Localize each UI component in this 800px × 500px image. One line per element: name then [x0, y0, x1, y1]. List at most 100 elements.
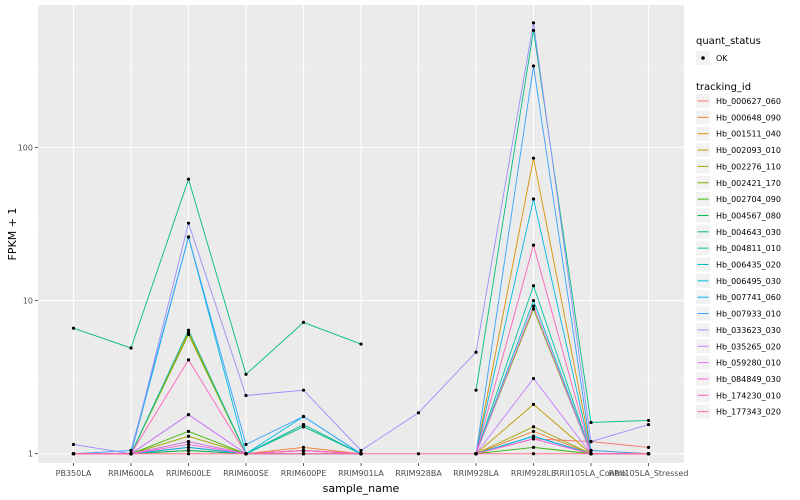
series-line-hb-007933-010: [475, 65, 649, 455]
data-point-hb-004643-030: [531, 28, 536, 33]
legend-label-hb-000648-090: Hb_000648_090: [716, 113, 781, 122]
data-point-hb-177343-020: [416, 452, 421, 456]
data-point-hb-002704-090: [186, 429, 191, 433]
legend-label-ok: OK: [716, 54, 728, 63]
data-point-hb-007933-010: [589, 448, 593, 453]
x-axis: PB350LA RRIM600LA RRIM600LE RRIM600SE RRIM60…: [56, 463, 689, 478]
data-point-hb-033623-030: [244, 393, 248, 398]
data-point-hb-033623-030: [416, 411, 421, 415]
x-tick-label: RRIM600LE: [166, 469, 211, 478]
x-tick-label: RRIM600LA: [108, 469, 154, 478]
x-tick-label: RRIM928LE: [511, 469, 556, 478]
legend-quant-status: OK: [696, 51, 728, 65]
data-point-hb-177343-020: [531, 452, 536, 456]
data-point-hb-033623-030: [646, 422, 651, 427]
legend-label-hb-004811-010: Hb_004811_010: [716, 244, 781, 253]
data-point-hb-177343-020: [301, 452, 306, 456]
data-point-hb-004643-030: [301, 320, 306, 325]
series-lines: [73, 22, 649, 455]
data-point-hb-059280-010: [531, 304, 536, 308]
data-point-hb-007933-010: [244, 442, 248, 447]
data-point-hb-007741-060: [186, 445, 191, 449]
data-point-hb-006495-030: [531, 197, 536, 201]
data-point-hb-004643-030: [589, 420, 593, 425]
data-point-hb-033623-030: [589, 440, 593, 444]
grid-lines: [38, 5, 684, 463]
data-point-hb-006435-020: [301, 422, 306, 427]
data-point-hb-004643-030: [186, 177, 191, 181]
x-tick-label: RRIM600PE: [281, 469, 327, 478]
data-point-hb-004643-030: [646, 418, 651, 423]
series-line-hb-004643-030: [475, 30, 649, 423]
data-point-hb-004643-030: [129, 346, 133, 350]
legend-tracking-id: Hb_000627_060 Hb_000648_090 Hb_001511_040 H…: [696, 94, 781, 419]
data-point-hb-006435-020: [531, 298, 536, 303]
legend-label-hb-177343-020: Hb_177343_020: [716, 408, 781, 417]
legend-label-hb-002704-090: Hb_002704_090: [716, 195, 781, 204]
data-point-hb-002421-170: [531, 307, 536, 311]
data-point-hb-033623-030: [71, 442, 76, 447]
data-point-hb-004643-030: [71, 326, 76, 330]
x-tick-label: RRII105LA_Control: [554, 469, 628, 478]
legend-label-hb-004643-030: Hb_004643_030: [716, 228, 781, 237]
legend-label-hb-002276-110: Hb_002276_110: [716, 162, 781, 171]
legend: quant_status OK tracking_id Hb_000627_06…: [696, 36, 781, 419]
data-point-hb-004567-080: [186, 448, 191, 453]
data-points: [71, 21, 651, 456]
data-point-hb-002704-090: [531, 445, 536, 449]
data-point-hb-033623-030: [186, 221, 191, 225]
y-tick-label: 100: [18, 143, 33, 152]
data-point-hb-177343-020: [474, 452, 478, 456]
x-tick-label: RRIM600SE: [223, 469, 269, 478]
data-point-hb-033623-030: [301, 388, 306, 392]
data-point-hb-007933-010: [531, 64, 536, 68]
data-point-hb-004811-010: [531, 284, 536, 288]
data-point-hb-004643-030: [474, 388, 478, 392]
y-tick-label: 1: [28, 450, 33, 459]
legend-title-tracking-id: tracking_id: [696, 82, 751, 93]
data-point-hb-007741-060: [531, 434, 536, 438]
data-point-hb-177343-020: [71, 452, 76, 456]
series-line-hb-004643-030: [73, 177, 362, 376]
legend-title-quant-status: quant_status: [696, 36, 761, 47]
data-point-hb-033623-030: [359, 448, 363, 453]
y-axis-title: FPKM + 1: [6, 208, 19, 261]
legend-label-hb-006435-020: Hb_006435_020: [716, 261, 781, 270]
data-point-hb-033623-030: [531, 21, 536, 25]
data-point-hb-004811-010: [186, 328, 191, 332]
data-point-hb-000648-090: [531, 429, 536, 433]
legend-label-hb-033623-030: Hb_033623_030: [716, 326, 781, 335]
data-point-hb-174230-010: [186, 358, 191, 362]
data-point-hb-002276-110: [186, 434, 191, 438]
data-point-hb-004643-030: [359, 342, 363, 346]
data-point-hb-033623-030: [474, 350, 478, 354]
data-point-hb-084849-030: [186, 442, 191, 447]
x-tick-label: RRII105LA_Stressed: [609, 469, 689, 478]
legend-label-hb-004567-080: Hb_004567_080: [716, 211, 781, 220]
data-point-hb-007933-010: [186, 235, 191, 239]
y-tick-label: 10: [23, 297, 33, 306]
data-point-hb-002276-110: [531, 425, 536, 429]
data-point-hb-059280-010: [186, 413, 191, 417]
x-tick-label: RRIM928BA: [395, 469, 442, 478]
data-point-hb-177343-020: [129, 452, 133, 456]
legend-label-hb-059280-010: Hb_059280_010: [716, 359, 781, 368]
data-point-hb-035265-020: [186, 440, 191, 444]
data-point-hb-177343-020: [646, 452, 651, 456]
data-point-hb-174230-010: [301, 448, 306, 453]
legend-label-hb-007933-010: Hb_007933_010: [716, 310, 781, 319]
x-axis-title: sample_name: [323, 482, 400, 495]
legend-label-hb-006495-030: Hb_006495_030: [716, 277, 781, 286]
legend-label-hb-000627-060: Hb_000627_060: [716, 97, 781, 106]
legend-label-hb-084849-030: Hb_084849_030: [716, 375, 781, 384]
data-point-hb-007933-010: [301, 414, 306, 419]
legend-label-hb-002093-010: Hb_002093_010: [716, 146, 781, 155]
data-point-hb-000627-060: [646, 445, 651, 449]
legend-label-hb-007741-060: Hb_007741_060: [716, 293, 781, 302]
legend-label-hb-002421-170: Hb_002421_170: [716, 179, 781, 188]
data-point-hb-177343-020: [244, 452, 248, 456]
legend-label-hb-035265-020: Hb_035265_020: [716, 342, 781, 351]
data-point-hb-177343-020: [186, 452, 191, 456]
x-tick-label: RRIM901LA: [338, 469, 384, 478]
